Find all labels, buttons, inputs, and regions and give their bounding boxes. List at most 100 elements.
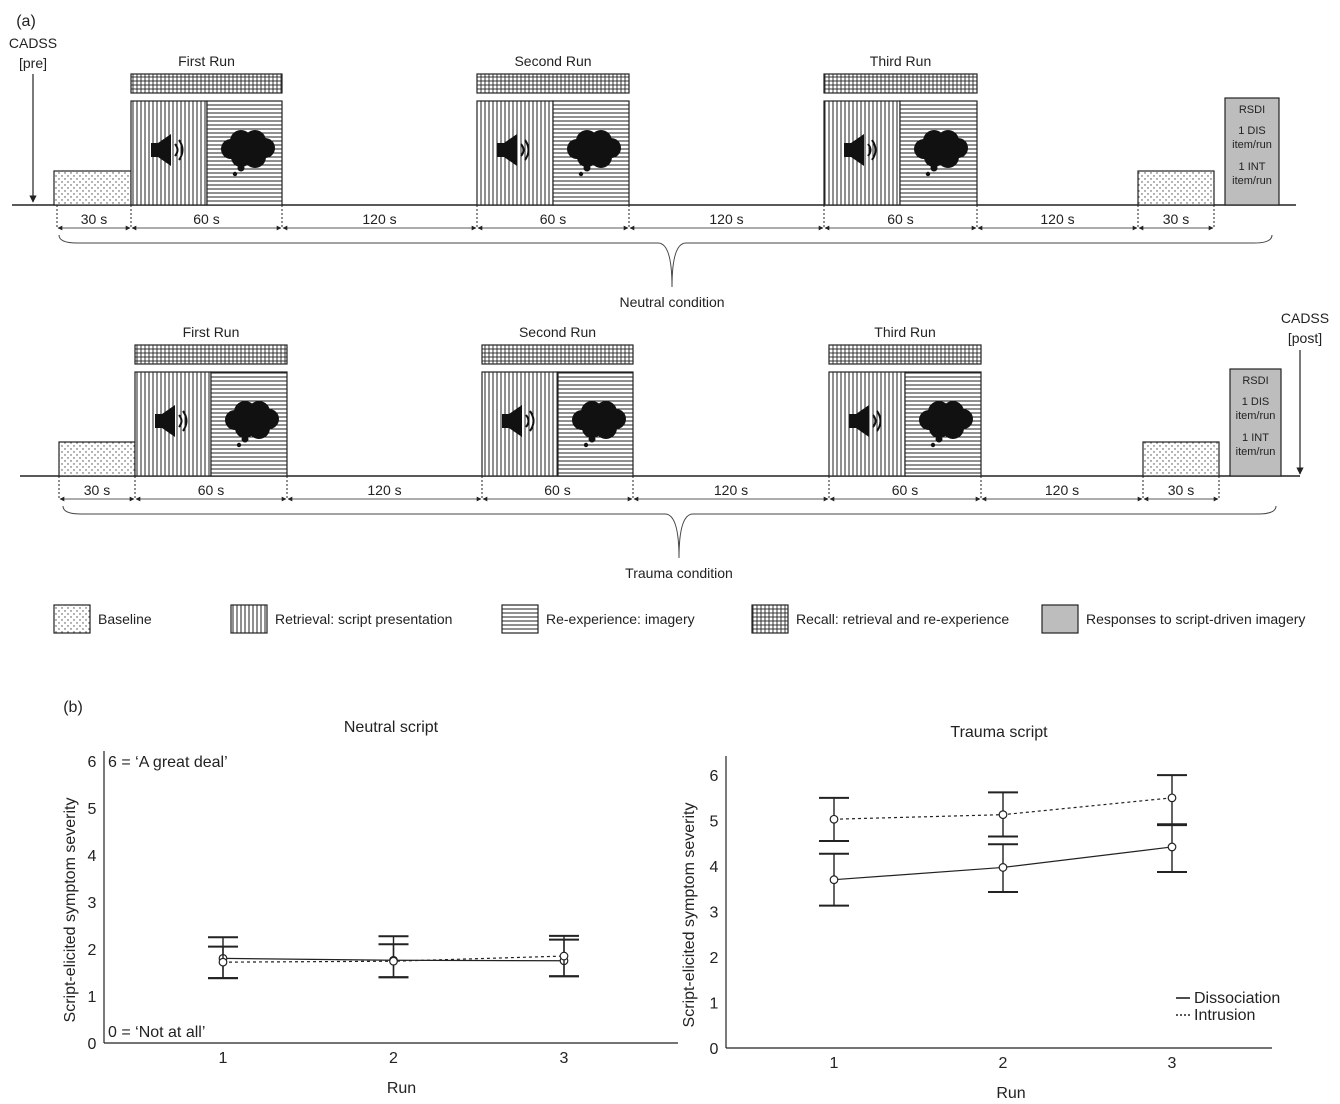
thought-cloud-icon (924, 147, 944, 167)
y-tick-label: 6 (88, 754, 97, 771)
sound-wave-icon (182, 410, 188, 432)
y-tick-label: 4 (88, 848, 97, 865)
thought-cloud-icon (929, 418, 949, 438)
sound-wave-icon (876, 410, 882, 432)
baseline-block (58, 441, 136, 477)
panel-b-charts: (b) 0 1 2 3 4 5 6 1 2 3 Neutral script Run Script-eli… (62, 699, 1280, 1102)
x-tick-label: 2 (389, 1050, 398, 1067)
chart-title: Neutral script (344, 719, 439, 736)
run-title: Third Run (874, 324, 935, 340)
condition-brace (58, 234, 1273, 288)
trauma-row: First Run Second Run Third Run RSDI 1 DIS ite… (20, 324, 1300, 581)
sound-wave-icon (524, 139, 530, 161)
rsdi-text: RSDI (1242, 375, 1268, 387)
x-axis-label: Run (996, 1085, 1025, 1102)
legend-swatch (230, 604, 268, 634)
x-tick-label: 2 (999, 1055, 1008, 1072)
thought-cloud-icon (236, 442, 242, 448)
legend-item-vlines: Retrieval: script presentation (230, 604, 452, 634)
cadss-pre-label: [pre] (19, 55, 47, 71)
speaker-icon (851, 134, 864, 166)
baseline-block (1142, 441, 1220, 477)
panel-b-label: (b) (63, 699, 83, 716)
rsdi-text: 1 INT (1239, 161, 1266, 173)
thought-cloud-icon (237, 164, 245, 172)
run-title: Third Run (870, 53, 931, 69)
sound-wave-icon (871, 139, 877, 161)
duration-label: 60 s (540, 211, 566, 227)
legend-swatch (501, 604, 539, 634)
speaker-icon (158, 134, 171, 166)
chart-neutral: 0 1 2 3 4 5 6 1 2 3 Neutral script Run Script-elicit… (62, 719, 678, 1097)
data-point (218, 957, 228, 967)
sound-wave-icon (174, 143, 179, 157)
rsdi-box (1224, 97, 1280, 206)
y-tick-label: 5 (710, 814, 719, 831)
x-axis-label: Run (387, 1080, 416, 1097)
run-title: Second Run (519, 324, 596, 340)
x-tick-label: 1 (830, 1055, 839, 1072)
legend-label: Dissociation (1194, 990, 1280, 1007)
x-tick-label: 3 (1168, 1055, 1177, 1072)
condition-label: Trauma condition (625, 565, 733, 581)
rsdi-text: item/run (1232, 139, 1272, 151)
thought-cloud-icon (937, 146, 959, 168)
condition-label: Neutral condition (619, 294, 724, 310)
chart-title: Trauma script (950, 724, 1048, 741)
rsdi-box (1229, 368, 1282, 477)
duration-label: 60 s (193, 211, 219, 227)
duration-label: 60 s (544, 482, 570, 498)
condition-brace (62, 505, 1277, 559)
baseline-block (1137, 170, 1215, 206)
legend-label: Re-experience: imagery (546, 611, 695, 627)
y-tick-label: 1 (710, 996, 719, 1013)
speaker-icon (849, 414, 856, 428)
sound-wave-icon (867, 143, 872, 157)
baseline-block (53, 170, 132, 206)
recall-bar (476, 73, 630, 94)
data-point (1167, 793, 1177, 803)
thought-cloud-icon (588, 435, 596, 443)
sound-wave-icon (520, 143, 525, 157)
duration-label: 60 s (887, 211, 913, 227)
y-tick-label: 2 (710, 950, 719, 967)
legend-label: Responses to script-driven imagery (1086, 611, 1305, 627)
thought-cloud-icon (925, 171, 931, 177)
speaker-icon (151, 143, 158, 157)
duration-label: 120 s (1040, 211, 1074, 227)
annotation-bottom: 0 = ‘Not at all’ (108, 1024, 205, 1041)
rsdi-text: 1 DIS (1242, 396, 1270, 408)
rsdi-text: 1 INT (1242, 432, 1269, 444)
y-tick-label: 2 (88, 942, 97, 959)
duration-label: 60 s (892, 482, 918, 498)
legend-item-grid: Recall: retrieval and re-experience (751, 604, 1009, 634)
y-tick-label: 1 (88, 989, 97, 1006)
legend-label: Retrieval: script presentation (275, 611, 452, 627)
thought-cloud-icon (248, 417, 270, 439)
duration-label: 30 s (84, 482, 110, 498)
speaker-icon (502, 414, 509, 428)
y-tick-label: 4 (710, 859, 719, 876)
thought-cloud-icon (582, 418, 602, 438)
speaker-icon (155, 414, 162, 428)
chart-trauma: 0 1 2 3 4 5 6 1 2 3 Trauma script Run Script-elicite… (681, 724, 1280, 1102)
y-axis-label: Script-elicited symptom severity (62, 798, 79, 1023)
rsdi-text: item/run (1236, 410, 1276, 422)
annotation-top: 6 = ‘A great deal’ (108, 754, 228, 771)
data-point (829, 814, 839, 824)
run-title: First Run (183, 324, 240, 340)
legend-item-hlines: Re-experience: imagery (501, 604, 695, 634)
rsdi-text: RSDI (1239, 104, 1265, 116)
thought-cloud-icon (930, 164, 938, 172)
thought-cloud-icon (590, 146, 612, 168)
y-tick-label: 0 (710, 1041, 719, 1058)
duration-label: 30 s (1168, 482, 1194, 498)
speaker-icon (844, 143, 851, 157)
y-tick-label: 5 (88, 801, 97, 818)
rsdi-text: item/run (1236, 446, 1276, 458)
sound-wave-icon (178, 139, 184, 161)
thought-cloud-icon (930, 442, 936, 448)
thought-cloud-icon (583, 442, 589, 448)
speaker-icon (497, 143, 504, 157)
